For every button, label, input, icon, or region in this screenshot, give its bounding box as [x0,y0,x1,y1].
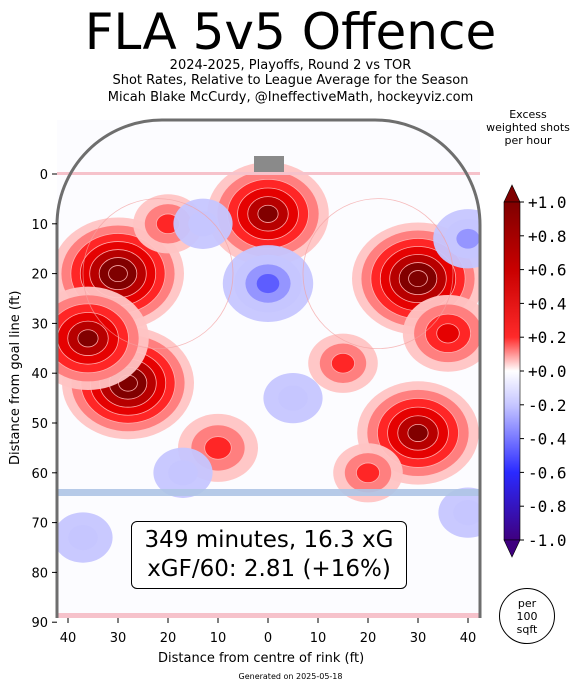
colorbar-tick-label: -1.0 [528,531,567,550]
goal-line [57,172,480,175]
hotspot-ring [330,352,355,374]
hotspot-ring [108,265,128,283]
hotspot-ring [408,270,428,287]
hotspot-10 [333,443,403,503]
hotspot-8 [308,333,378,393]
y-tick-label: 70 [31,517,48,532]
per-badge-line: sqft [516,622,538,636]
generated-footer: Generated on 2025-05-18 [238,672,343,681]
hotspot-17 [153,447,213,498]
hotspot-ring [436,323,460,344]
colorbar-title: Excess weighted shots per hour [480,108,576,147]
heat-marks [57,162,480,563]
hotspot-12 [433,209,480,269]
centre-line [57,613,480,618]
x-tick-label: 30 [410,631,427,646]
colorbar-gradient [503,201,521,541]
hotspot-ring [168,460,198,486]
y-axis-title: Distance from goal line (ft) [8,290,23,465]
colorbar-tick-label: +0.0 [528,362,567,381]
colorbar-tick-label: +0.8 [528,227,567,246]
hotspot-ring [278,385,308,411]
subtitle-line-2: Shot Rates, Relative to League Average f… [112,73,469,88]
hotspot-ring [355,462,380,484]
y-tick-label: 50 [31,417,48,432]
x-tick-label: 40 [60,631,77,646]
rink-boards [55,118,482,618]
y-tick-label: 20 [31,268,48,283]
colorbar-tick-label: -0.8 [528,497,567,516]
colorbar-title-line: Excess [509,108,547,121]
hotspot-3 [207,162,329,266]
y-tick-label: 60 [31,467,48,482]
subtitle-line-3: Micah Blake McCurdy, @IneffectiveMath, h… [107,90,474,105]
hotspot-14 [57,512,113,563]
hotspot-ring [188,211,218,237]
colorbar-tick-label: +0.2 [528,328,567,347]
y-tick-label: 0 [40,168,48,183]
hotspot-ring [77,329,99,348]
hotspot-13 [438,487,480,538]
colorbar-arrow-bottom [503,539,521,558]
hotspot-11 [222,245,314,322]
subtitle-line-1: 2024-2025, Playoffs, Round 2 vs TOR [169,58,412,73]
chart-title: FLA 5v5 Offence [84,3,497,61]
x-tick-label: 0 [264,631,272,646]
x-tick-label: 40 [460,631,477,646]
colorbar-tick-label: +0.4 [528,294,567,313]
axes: 0 10 20 30 40 50 60 70 80 90 40 30 20 10 0 10 20 30 40 [31,168,476,646]
colorbar-title-line: per hour [504,134,552,147]
colorbar-title-line: weighted shots [486,121,570,134]
y-tick-label: 90 [31,616,48,631]
annotation-line-1: 349 minutes, 16.3 xG [144,527,394,553]
y-tick-label: 30 [31,317,48,332]
hotspot-ring [68,524,98,551]
hotspot-6 [402,294,480,372]
hotspot-15 [263,372,323,424]
goal-net [254,156,284,172]
colorbar-tick-label: -0.6 [528,463,567,482]
hotspot-ring [456,228,480,249]
x-tick-label: 30 [110,631,127,646]
colorbar-tick-label: +1.0 [528,193,567,212]
blue-line [57,489,480,496]
x-axis-title: Distance from centre of rink (ft) [158,651,365,666]
colorbar-tick-label: -0.4 [528,430,567,449]
colorbar: +1.0 +0.8 +0.6 +0.4 +0.2 +0.0 -0.2 -0.4 -0.6 -0.8… [503,184,567,558]
per-badge-line: 100 [516,609,538,623]
faceoff-circle-right [302,198,454,350]
hotspot-ring [257,204,279,223]
per-area-badge: per 100 sqft [499,588,555,644]
x-tick-label: 10 [310,631,327,646]
rink-lines [55,118,482,618]
x-tick-label: 20 [360,631,377,646]
colorbar-arrow-top [503,184,521,203]
hotspot-0 [57,217,184,330]
faceoff-circle-left [82,198,234,350]
summary-annotation: 349 minutes, 16.3 xG xGF/60: 2.81 (+16%) [131,521,407,589]
hotspot-ring [453,500,480,526]
x-tick-label: 20 [160,631,177,646]
y-tick-label: 80 [31,566,48,581]
per-badge-line: per [517,596,537,610]
y-tick-label: 10 [31,218,48,233]
hotspot-16 [173,198,233,249]
hotspot-ring [407,423,429,442]
colorbar-tick-label: -0.2 [528,396,567,415]
hotspot-ring [256,273,280,294]
colorbar-tick-label: +0.6 [528,261,567,280]
hotspot-9 [178,413,258,482]
y-tick-label: 40 [31,367,48,382]
x-tick-label: 10 [210,631,227,646]
hotspot-ring [204,436,232,460]
annotation-line-2: xGF/60: 2.81 (+16%) [147,556,391,582]
